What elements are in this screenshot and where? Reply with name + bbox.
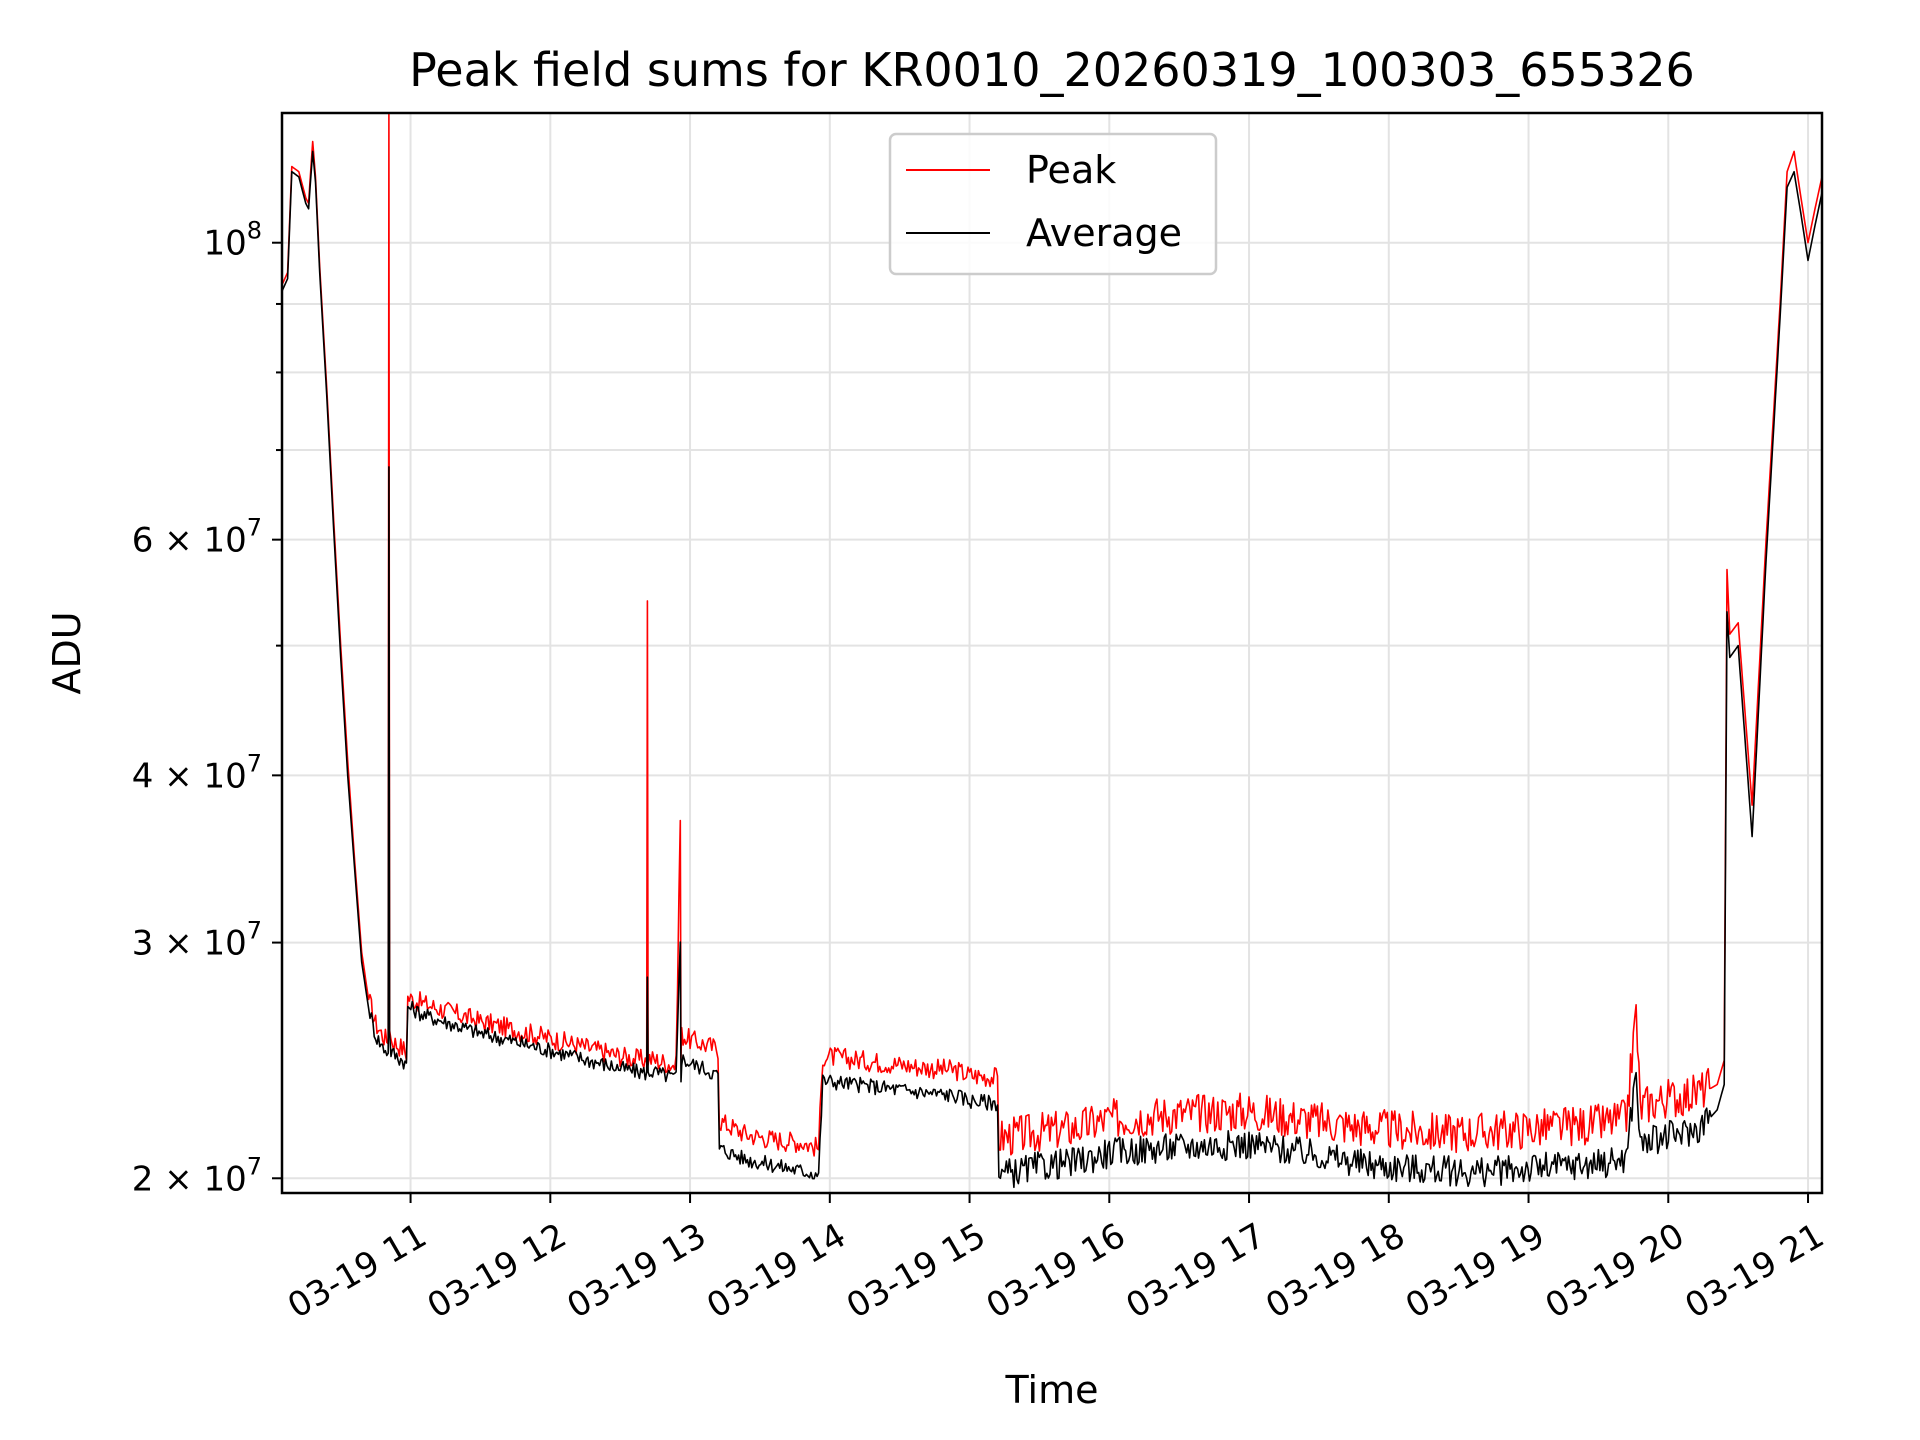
series-line-peak bbox=[281, 112, 1823, 1157]
y-tick-label: 108 bbox=[203, 217, 262, 264]
legend-label-average: Average bbox=[1026, 211, 1182, 255]
grid bbox=[282, 113, 1822, 1193]
legend: Peak Average bbox=[888, 132, 1218, 276]
y-axis: 2 × 107 3 × 107 4 × 107 6 × 107 108 bbox=[132, 217, 282, 1199]
series-layer bbox=[281, 112, 1823, 1189]
legend-label-peak: Peak bbox=[1026, 148, 1116, 192]
y-tick-label: 4 × 107 bbox=[132, 749, 262, 796]
y-tick-label: 6 × 107 bbox=[132, 514, 262, 561]
series-line-average bbox=[281, 150, 1823, 1189]
y-tick-label: 3 × 107 bbox=[132, 917, 262, 964]
y-tick-label: 2 × 107 bbox=[132, 1152, 262, 1199]
plot-frame bbox=[280, 111, 1824, 1195]
y-axis-label: ADU bbox=[45, 611, 89, 694]
x-axis-label: Time bbox=[1005, 1368, 1099, 1412]
chart-title: Peak field sums for KR0010_20260319_1003… bbox=[409, 43, 1695, 97]
